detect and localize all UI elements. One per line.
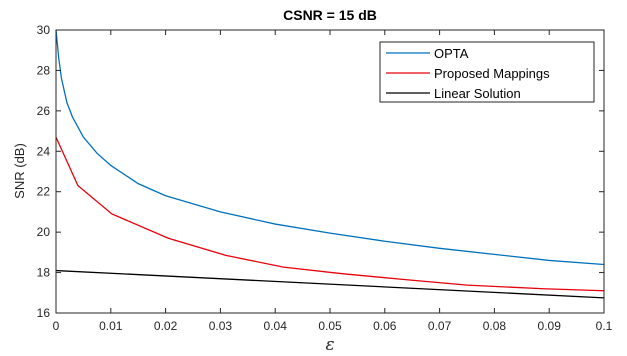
legend-label-proposed-mappings: Proposed Mappings xyxy=(434,66,550,81)
x-axis-label: ε xyxy=(325,335,334,355)
y-tick-label: 28 xyxy=(37,63,51,77)
chart-title: CSNR = 15 dB xyxy=(283,7,377,23)
x-tick-label: 0.07 xyxy=(428,319,452,333)
x-tick-label: 0.03 xyxy=(209,319,233,333)
y-tick-label: 24 xyxy=(37,144,51,158)
legend: OPTA Proposed Mappings Linear Solution xyxy=(379,41,595,103)
y-tick-label: 20 xyxy=(37,225,51,239)
x-tick-label: 0.1 xyxy=(596,319,613,333)
series-line-linear-solution xyxy=(55,269,605,299)
series-line-proposed-mappings xyxy=(55,136,605,292)
x-tick-label: 0.01 xyxy=(99,319,123,333)
legend-box xyxy=(379,41,595,103)
legend-label-opta: OPTA xyxy=(434,46,469,61)
x-tick-label: 0.05 xyxy=(318,319,342,333)
series-line-opta xyxy=(55,29,605,266)
series-layer xyxy=(55,29,605,299)
y-tick-label: 22 xyxy=(37,185,51,199)
y-tick-label: 30 xyxy=(37,23,51,37)
x-axis-ticks: 0 0.01 0.02 0.03 0.04 0.05 0.06 0.07 0.08 0.09 0.1 xyxy=(53,30,613,333)
y-axis-ticks: 16 18 20 22 24 26 28 30 xyxy=(37,23,604,320)
x-tick-label: 0.09 xyxy=(538,319,562,333)
y-tick-label: 26 xyxy=(37,104,51,118)
legend-label-linear-solution: Linear Solution xyxy=(434,86,521,101)
x-tick-label: 0.08 xyxy=(483,319,507,333)
y-tick-label: 16 xyxy=(37,306,51,320)
y-tick-label: 18 xyxy=(37,266,51,280)
x-tick-label: 0.06 xyxy=(373,319,397,333)
x-tick-label: 0 xyxy=(53,319,60,333)
y-axis-label: SNR (dB) xyxy=(12,143,27,199)
x-tick-label: 0.04 xyxy=(264,319,288,333)
x-tick-label: 0.02 xyxy=(154,319,178,333)
